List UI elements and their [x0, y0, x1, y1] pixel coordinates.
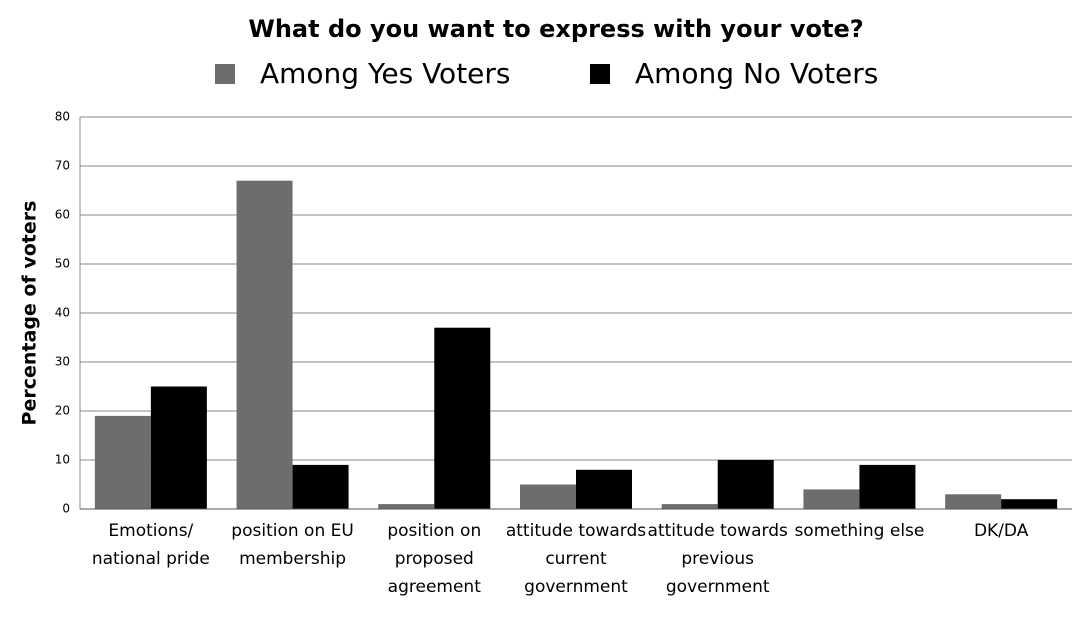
bar	[717, 460, 774, 509]
y-tick-label: 70	[55, 159, 70, 173]
y-tick-label: 60	[55, 208, 70, 222]
bar	[1001, 499, 1058, 509]
bar	[945, 494, 1002, 509]
bar	[94, 415, 151, 509]
x-tick-label: Emotions/ national pride	[91, 521, 210, 569]
legend-swatch	[215, 64, 235, 84]
x-tick-label: attitude towards previous government	[647, 521, 788, 597]
x-tick-label: position on proposed agreement	[387, 521, 482, 597]
legend-label: Among Yes Voters	[260, 57, 511, 90]
bar	[434, 327, 491, 509]
bar	[236, 180, 293, 509]
y-tick-label: 80	[55, 110, 70, 124]
bar	[378, 504, 435, 509]
bar	[576, 469, 632, 509]
y-tick-label: 10	[55, 453, 70, 467]
y-tick-label: 20	[55, 404, 70, 418]
bar	[859, 464, 916, 509]
bar	[520, 484, 576, 509]
x-tick-label: attitude towards current government	[505, 521, 647, 597]
legend-swatch	[590, 64, 610, 84]
bar	[803, 489, 860, 509]
x-tick-label: something else	[794, 521, 925, 541]
y-tick-label: 50	[55, 257, 70, 271]
y-axis-label: Percentage of voters	[19, 201, 41, 426]
bar	[292, 464, 349, 509]
legend-label: Among No Voters	[635, 57, 878, 90]
y-tick-label: 40	[55, 306, 70, 320]
y-tick-label: 30	[55, 355, 70, 369]
bar	[150, 386, 207, 509]
bar	[661, 504, 718, 509]
x-tick-label: DK/DA	[973, 521, 1029, 541]
chart-title: What do you want to express with your vo…	[248, 15, 863, 43]
x-tick-label: position on EU membership	[231, 521, 354, 569]
y-tick-label: 0	[62, 502, 70, 516]
